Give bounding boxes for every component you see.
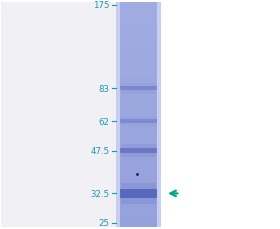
Bar: [120, 194, 157, 196]
Bar: [120, 109, 157, 112]
Bar: [120, 65, 157, 67]
Bar: [120, 135, 157, 138]
Text: 83: 83: [98, 85, 109, 93]
Bar: [161, 3, 279, 227]
Bar: [120, 51, 157, 53]
Bar: [120, 84, 157, 87]
Bar: [120, 213, 157, 216]
Bar: [120, 5, 157, 8]
Bar: [120, 14, 157, 17]
Bar: [120, 157, 157, 160]
Bar: [120, 115, 157, 118]
Bar: [120, 169, 157, 171]
Bar: [120, 152, 157, 154]
Bar: [122, 183, 156, 204]
Bar: [120, 120, 157, 123]
Bar: [120, 53, 157, 56]
Bar: [120, 191, 157, 194]
Bar: [120, 93, 157, 95]
Bar: [120, 121, 157, 123]
Bar: [120, 22, 157, 25]
Bar: [120, 81, 157, 84]
Bar: [120, 118, 157, 121]
Bar: [120, 67, 157, 70]
Bar: [120, 183, 157, 185]
Bar: [120, 216, 157, 219]
Bar: [120, 143, 157, 146]
Bar: [122, 84, 156, 94]
Bar: [120, 34, 157, 36]
Bar: [120, 73, 157, 76]
Text: 25: 25: [98, 218, 109, 227]
Bar: [122, 117, 156, 126]
Bar: [120, 56, 157, 59]
Bar: [120, 45, 157, 48]
Text: 175: 175: [93, 1, 109, 10]
Bar: [120, 76, 157, 79]
Bar: [120, 39, 157, 42]
Bar: [120, 149, 157, 154]
Bar: [120, 132, 157, 135]
Bar: [120, 189, 157, 198]
Bar: [120, 222, 157, 225]
Bar: [120, 8, 157, 11]
Bar: [120, 101, 157, 104]
Bar: [120, 225, 157, 227]
Bar: [120, 104, 157, 107]
Bar: [120, 163, 157, 166]
Bar: [120, 126, 157, 129]
Bar: [120, 180, 157, 183]
Bar: [120, 28, 157, 31]
Bar: [120, 62, 157, 65]
Bar: [120, 199, 157, 202]
Bar: [120, 146, 157, 149]
Bar: [120, 154, 157, 157]
Bar: [120, 87, 157, 90]
Bar: [120, 70, 157, 73]
Bar: [120, 208, 157, 211]
Bar: [120, 20, 157, 22]
Bar: [120, 149, 157, 152]
Bar: [120, 219, 157, 222]
Bar: [120, 48, 157, 51]
Bar: [120, 138, 157, 140]
Bar: [120, 95, 157, 98]
Bar: [120, 59, 157, 62]
Bar: [120, 196, 157, 199]
Bar: [120, 185, 157, 188]
Bar: [120, 140, 157, 143]
Text: 32.5: 32.5: [90, 189, 109, 198]
Bar: [120, 98, 157, 101]
Bar: [116, 3, 161, 227]
Bar: [120, 177, 157, 180]
Bar: [120, 79, 157, 81]
Bar: [120, 42, 157, 45]
Bar: [120, 123, 157, 126]
Bar: [120, 25, 157, 28]
Bar: [120, 129, 157, 132]
Bar: [120, 31, 157, 34]
Bar: [120, 3, 157, 227]
Bar: [120, 36, 157, 39]
Bar: [120, 112, 157, 115]
Bar: [120, 160, 157, 163]
Bar: [120, 90, 157, 93]
Bar: [120, 205, 157, 208]
Bar: [120, 171, 157, 174]
Bar: [120, 188, 157, 191]
Bar: [120, 87, 157, 91]
Bar: [1, 3, 116, 227]
Text: 47.5: 47.5: [90, 147, 109, 156]
Bar: [120, 166, 157, 169]
Bar: [120, 107, 157, 109]
Bar: [120, 11, 157, 14]
Bar: [122, 145, 156, 158]
Bar: [120, 3, 157, 5]
Bar: [120, 211, 157, 213]
Bar: [120, 202, 157, 205]
Bar: [120, 174, 157, 177]
Text: 62: 62: [98, 117, 109, 126]
Bar: [120, 17, 157, 20]
